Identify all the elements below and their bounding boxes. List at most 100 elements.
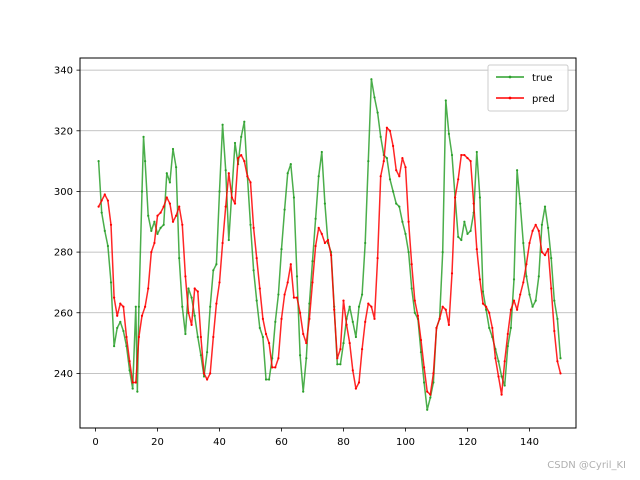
x-tick-label-80: 80 bbox=[337, 437, 350, 448]
series-point-true-126 bbox=[481, 290, 485, 293]
series-point-pred-58 bbox=[277, 357, 280, 360]
series-point-pred-105 bbox=[423, 366, 426, 369]
series-point-true-3 bbox=[106, 244, 109, 248]
series-point-true-95 bbox=[385, 156, 388, 160]
series-point-true-148 bbox=[550, 257, 553, 260]
series-point-pred-110 bbox=[438, 317, 441, 320]
series-point-true-65 bbox=[292, 196, 295, 199]
series-point-pred-126 bbox=[488, 311, 491, 314]
series-point-true-21 bbox=[156, 232, 159, 235]
series-point-pred-8 bbox=[122, 305, 125, 308]
series-point-pred-94 bbox=[388, 129, 392, 132]
series-point-true-18 bbox=[147, 214, 150, 217]
y-tick-label-300: 300 bbox=[54, 187, 73, 198]
series-point-pred-68 bbox=[308, 317, 311, 320]
series-point-pred-27 bbox=[181, 223, 184, 226]
series-point-true-106 bbox=[419, 351, 423, 354]
series-point-pred-56 bbox=[271, 366, 274, 369]
series-point-true-39 bbox=[212, 269, 215, 272]
series-point-true-67 bbox=[299, 354, 302, 357]
series-point-pred-133 bbox=[509, 308, 512, 311]
series-point-true-59 bbox=[274, 320, 277, 323]
series-point-true-56 bbox=[264, 378, 268, 381]
series-point-true-146 bbox=[543, 205, 547, 208]
legend-marker-true bbox=[508, 75, 512, 79]
series-point-pred-96 bbox=[395, 169, 398, 172]
series-point-true-136 bbox=[512, 278, 516, 281]
series-point-true-137 bbox=[516, 169, 519, 172]
series-point-true-99 bbox=[398, 205, 401, 208]
legend-marker-pred bbox=[508, 96, 512, 100]
watermark: CSDN @Cyril_KI bbox=[547, 460, 626, 471]
series-point-true-24 bbox=[165, 172, 168, 175]
series-point-true-13 bbox=[136, 390, 139, 393]
series-point-pred-74 bbox=[326, 238, 330, 242]
series-point-true-75 bbox=[323, 202, 326, 205]
series-point-true-61 bbox=[280, 247, 283, 251]
legend-label-pred: pred bbox=[532, 94, 555, 105]
series-point-pred-28 bbox=[184, 275, 187, 278]
series-point-pred-83 bbox=[354, 387, 357, 390]
series-point-true-121 bbox=[466, 232, 469, 235]
series-point-pred-93 bbox=[385, 126, 388, 129]
series-point-true-31 bbox=[187, 287, 190, 290]
series-point-true-142 bbox=[531, 305, 534, 308]
series-point-pred-41 bbox=[224, 205, 227, 208]
series-point-true-81 bbox=[342, 341, 345, 345]
series-point-pred-120 bbox=[469, 160, 472, 163]
series-point-pred-63 bbox=[292, 296, 295, 299]
x-axis: 0 20 40 60 80 100 120 140 bbox=[92, 428, 539, 448]
series-point-true-46 bbox=[233, 141, 237, 145]
series-markers-pred bbox=[97, 126, 562, 396]
series-point-pred-149 bbox=[559, 372, 562, 375]
series-point-pred-82 bbox=[351, 369, 354, 372]
series-point-true-85 bbox=[354, 335, 357, 339]
series-point-pred-67 bbox=[305, 341, 308, 345]
series-point-true-119 bbox=[460, 238, 463, 242]
series-point-true-90 bbox=[370, 78, 373, 81]
series-point-true-73 bbox=[317, 175, 320, 178]
series-point-pred-90 bbox=[376, 257, 379, 260]
series-point-true-6 bbox=[116, 326, 119, 330]
legend-box bbox=[487, 64, 569, 112]
series-point-pred-70 bbox=[314, 244, 317, 248]
series-point-pred-5 bbox=[113, 296, 116, 299]
series-point-true-23 bbox=[162, 223, 165, 226]
series-point-pred-103 bbox=[416, 314, 419, 317]
series-point-true-40 bbox=[215, 263, 218, 266]
series-point-pred-71 bbox=[317, 226, 320, 229]
series-point-pred-37 bbox=[212, 335, 215, 339]
series-point-pred-12 bbox=[134, 381, 137, 384]
series-point-pred-22 bbox=[165, 196, 168, 199]
series-point-true-122 bbox=[469, 229, 472, 232]
series-point-true-109 bbox=[429, 396, 432, 399]
series-point-true-124 bbox=[475, 150, 478, 154]
series-point-pred-127 bbox=[491, 326, 494, 330]
series-point-true-42 bbox=[221, 123, 224, 126]
series-point-pred-140 bbox=[531, 229, 534, 232]
series-point-pred-117 bbox=[460, 153, 463, 157]
series-point-true-52 bbox=[252, 269, 255, 272]
series-point-true-0 bbox=[97, 160, 100, 163]
y-tick-label-340: 340 bbox=[54, 66, 73, 77]
series-point-pred-2 bbox=[103, 193, 106, 196]
series-point-pred-98 bbox=[401, 156, 404, 160]
series-point-pred-87 bbox=[367, 302, 370, 305]
series-point-pred-69 bbox=[311, 281, 314, 284]
series-point-true-43 bbox=[224, 169, 227, 172]
legend-label-true: true bbox=[532, 73, 553, 84]
x-tick-label-140: 140 bbox=[520, 437, 539, 448]
series-point-pred-125 bbox=[485, 305, 488, 308]
series-point-pred-89 bbox=[373, 317, 376, 320]
series-point-pred-128 bbox=[494, 357, 497, 360]
series-point-true-88 bbox=[364, 241, 367, 245]
series-point-true-71 bbox=[311, 260, 314, 263]
series-point-true-138 bbox=[519, 202, 522, 205]
series-point-true-62 bbox=[283, 208, 286, 211]
series-point-true-11 bbox=[131, 387, 134, 390]
series-point-pred-113 bbox=[447, 323, 450, 326]
series-point-true-5 bbox=[113, 345, 116, 348]
series-point-true-49 bbox=[243, 120, 246, 123]
series-point-true-108 bbox=[426, 408, 429, 411]
series-point-pred-131 bbox=[503, 360, 506, 363]
